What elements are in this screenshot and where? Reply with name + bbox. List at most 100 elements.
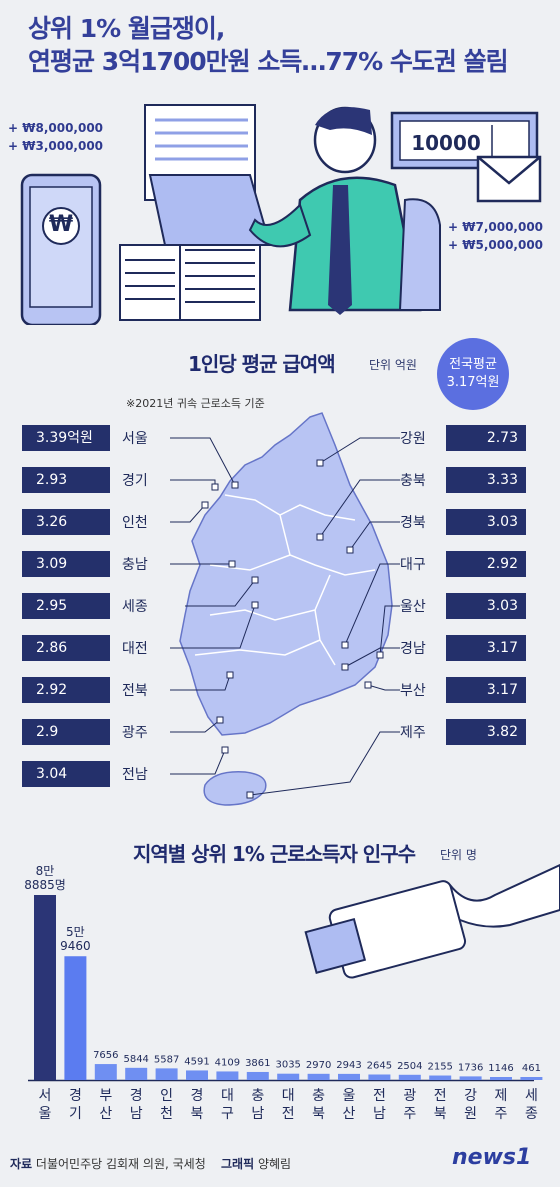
category-label: 남 — [251, 1106, 264, 1122]
bar-chart-unit: 단위 명 — [440, 848, 477, 862]
category-label: 산 — [343, 1106, 356, 1122]
region-value: 3.17 — [446, 677, 526, 703]
bar-value-label: 8만 — [36, 864, 55, 878]
headline-line1: 상위 1% 월급쟁이, — [28, 14, 225, 43]
category-label: 울 — [343, 1088, 356, 1104]
category-label: 경 — [130, 1088, 143, 1104]
category-label: 천 — [160, 1106, 173, 1122]
category-label: 전 — [373, 1088, 386, 1104]
region-value: 3.39억원 — [22, 425, 110, 451]
money-left-2: + ₩3,000,000 — [8, 139, 104, 153]
bar — [216, 1071, 239, 1080]
bar — [520, 1077, 543, 1080]
category-label: 세 — [525, 1088, 538, 1104]
region-name: 경북 — [400, 515, 426, 531]
bar-value-label: 4109 — [215, 1057, 240, 1068]
region-name: 부산 — [400, 683, 426, 699]
bar-value-label: 2504 — [397, 1061, 422, 1072]
region-value: 2.92 — [446, 551, 526, 577]
category-label: 서 — [39, 1088, 52, 1104]
map-section-title: 1인당 평균 급여액 — [188, 352, 336, 376]
category-label: 전 — [282, 1106, 295, 1122]
category-label: 충 — [251, 1088, 264, 1104]
category-label: 기 — [69, 1106, 82, 1122]
region-value: 2.92 — [22, 677, 110, 703]
illustration-art — [20, 104, 542, 327]
region-name: 울산 — [400, 599, 426, 615]
region-name: 인천 — [122, 515, 148, 531]
region-value: 3.26 — [22, 509, 110, 535]
region-name: 대전 — [122, 641, 148, 657]
category-label: 원 — [464, 1106, 477, 1122]
category-label: 주 — [403, 1106, 416, 1122]
headline: 상위 1% 월급쟁이, 연평균 3억1700만원 소득…77% 수도권 쏠림 — [28, 12, 509, 78]
money-right-1: + ₩7,000,000 — [448, 220, 544, 234]
money-left-1: + ₩8,000,000 — [8, 121, 104, 135]
bar — [155, 1068, 178, 1080]
category-label: 충 — [312, 1088, 325, 1104]
news1-logo: news1 — [452, 1145, 532, 1170]
national-average-bubble: 전국평균 3.17억원 — [437, 338, 509, 410]
region-value: 2.86 — [22, 635, 110, 661]
headline-line2: 연평균 3억1700만원 소득…77% 수도권 쏠림 — [28, 47, 509, 76]
bar — [429, 1075, 452, 1080]
illustration: ₩ 10000 + ₩8,000,000 + ₩3,000,000 + ₩7,0… — [0, 95, 560, 327]
category-label: 대 — [282, 1088, 295, 1104]
bar-value-label: 2943 — [336, 1060, 361, 1071]
category-label: 경 — [191, 1088, 204, 1104]
source-line: 자료 더불어민주당 김회재 의원, 국세청 그래픽 양혜림 — [10, 1155, 291, 1172]
region-value: 2.93 — [22, 467, 110, 493]
category-label: 산 — [99, 1106, 112, 1122]
region-name: 전남 — [122, 767, 148, 783]
money-right-2: + ₩5,000,000 — [448, 238, 544, 252]
category-label: 북 — [434, 1106, 447, 1122]
category-label: 강 — [464, 1088, 477, 1104]
envelope-hand-illustration — [304, 863, 560, 979]
category-label: 부 — [99, 1088, 112, 1104]
category-label: 인 — [160, 1088, 173, 1104]
bar-value-label: 8885명 — [24, 878, 66, 892]
category-label: 광 — [403, 1088, 416, 1104]
region-value: 3.17 — [446, 635, 526, 661]
bar — [186, 1070, 208, 1080]
bar-value-label: 5844 — [123, 1054, 148, 1065]
category-label: 울 — [39, 1106, 52, 1122]
bar — [125, 1067, 148, 1080]
region-name: 서울 — [122, 431, 148, 447]
bar — [459, 1076, 482, 1080]
graphic-label: 그래픽 — [221, 1157, 255, 1171]
bar-value-label: 5만 — [66, 925, 85, 939]
bill-text: 10000 — [411, 131, 481, 155]
category-label: 종 — [525, 1106, 538, 1122]
graphic-credit: 양혜림 — [257, 1157, 292, 1171]
bar — [307, 1073, 330, 1080]
bar-value-label: 4591 — [184, 1056, 209, 1067]
bar — [277, 1073, 300, 1080]
region-name: 제주 — [400, 725, 426, 741]
map-connector-lines — [170, 437, 400, 799]
region-name: 전북 — [122, 683, 148, 699]
province-borders — [194, 494, 376, 666]
bar-value-label: 7656 — [93, 1050, 118, 1061]
bar — [246, 1071, 269, 1080]
category-label: 북 — [191, 1106, 204, 1122]
region-value: 3.03 — [446, 593, 526, 619]
region-name: 경기 — [122, 473, 148, 489]
category-label: 남 — [373, 1106, 386, 1122]
source-text: 더불어민주당 김회재 의원, 국세청 — [35, 1157, 206, 1171]
region-value: 3.82 — [446, 719, 526, 745]
category-label: 구 — [221, 1106, 234, 1122]
bar — [64, 956, 87, 1080]
category-label: 전 — [434, 1088, 447, 1104]
category-label: 제 — [495, 1088, 508, 1104]
bar-value-label: 9460 — [60, 939, 91, 953]
bar — [398, 1074, 421, 1080]
region-value: 3.04 — [22, 761, 110, 787]
category-label: 경 — [69, 1088, 82, 1104]
region-name: 세종 — [122, 599, 148, 615]
korea-mainland-shape — [179, 412, 393, 736]
region-name: 강원 — [400, 431, 426, 447]
national-average-label: 전국평균 — [449, 357, 497, 372]
region-value: 2.95 — [22, 593, 110, 619]
map-section-unit: 단위 억원 — [369, 358, 417, 372]
